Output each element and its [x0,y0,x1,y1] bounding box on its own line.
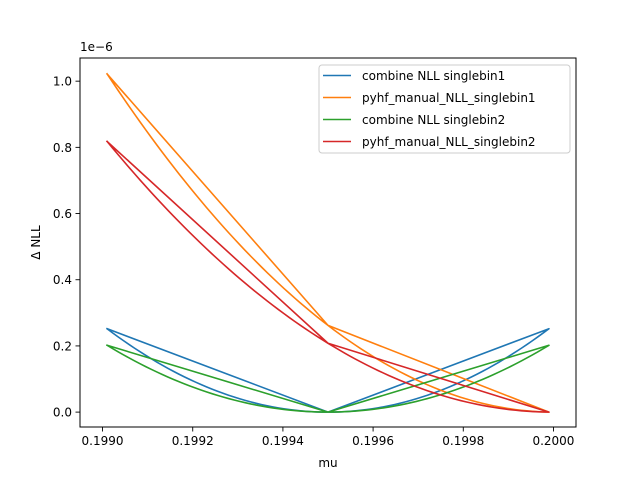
series-layer [105,72,550,413]
y-tick-label: 1.0 [53,75,72,89]
legend-label-combine-singlebin1: combine NLL singlebin1 [362,69,505,83]
x-tick-label: 0.1996 [352,434,394,448]
x-tick-label: 0.1998 [442,434,484,448]
y-tick-label: 0.6 [53,207,72,221]
y-axis-offset-text: 1e−6 [80,40,113,54]
series-line-3 [105,140,550,413]
legend-frame [318,64,571,154]
x-axis-label: mu [318,456,337,470]
axes-frame [79,57,577,428]
legend-label-combine-singlebin2: combine NLL singlebin2 [362,113,505,127]
x-axis: 0.1990 0.1992 0.1994 0.1996 0.1998 0.2000 [82,427,574,448]
series-line-2 [105,344,550,413]
x-tick-label: 0.1994 [262,434,304,448]
legend: combine NLL singlebin1 pyhf_manual_NLL_s… [318,64,571,154]
legend-label-pyhf-singlebin2: pyhf_manual_NLL_singlebin2 [362,135,536,149]
y-axis: 0.0 0.2 0.4 0.6 0.8 1.0 [53,75,80,420]
x-tick-label: 0.2000 [532,434,574,448]
y-axis-label: Δ NLL [29,225,43,260]
y-tick-label: 0.2 [53,339,72,353]
y-tick-label: 0.8 [53,141,72,155]
y-tick-label: 0.0 [53,406,72,420]
x-tick-label: 0.1990 [82,434,124,448]
legend-label-pyhf-singlebin1: pyhf_manual_NLL_singlebin1 [362,91,536,105]
y-tick-label: 0.4 [53,273,72,287]
x-tick-label: 0.1992 [172,434,214,448]
series-line-1 [105,72,550,413]
